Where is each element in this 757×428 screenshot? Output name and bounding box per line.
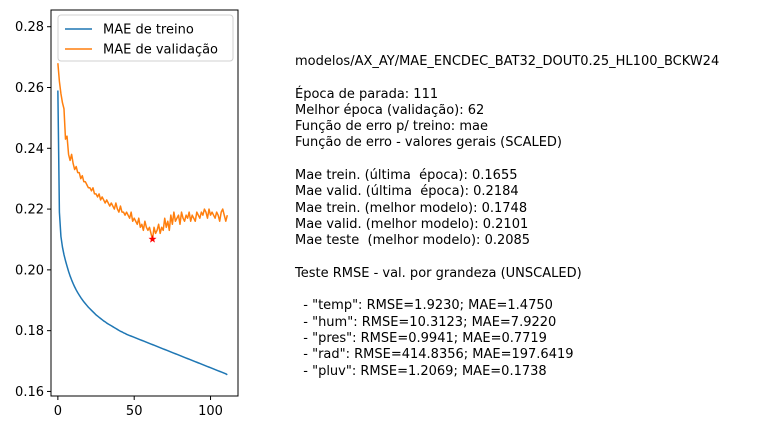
plot-lines [57, 63, 229, 376]
info-line: - "hum": RMSE=10.3123; MAE=7.9220 [295, 314, 557, 330]
x-tick-label: 50 [126, 404, 143, 419]
info-line [295, 282, 719, 298]
marker-layer [148, 234, 157, 243]
legend-box [57, 14, 234, 62]
series-line-0 [57, 90, 228, 376]
info-line: Função de erro - valores gerais (SCALED) [295, 135, 563, 151]
y-axis: 0.16 0.18 0.20 0.22 0.24 0.26 0.28 [15, 20, 51, 400]
x-tick-label: 100 [198, 404, 223, 419]
legend-label: MAE de treino [103, 23, 194, 38]
info-line: - "pres": RMSE=0.9941; MAE=0.7719 [295, 331, 547, 347]
y-tick-label: 0.28 [15, 20, 44, 35]
y-tick-label: 0.26 [15, 81, 44, 96]
info-line [295, 152, 719, 168]
info-line: - "rad": RMSE=414.8356; MAE=197.6419 [295, 347, 574, 363]
info-line: modelos/AX_AY/MAE_ENCDEC_BAT32_DOUT0.25_… [295, 54, 720, 69]
info-line: Teste RMSE - val. por grandeza (UNSCALED… [295, 265, 582, 281]
x-tick-label: 0 [54, 404, 62, 419]
series-line-1 [57, 63, 229, 241]
y-tick-label: 0.16 [15, 385, 44, 400]
legend-label: MAE de validação [103, 43, 218, 58]
info-line: Mae trein. (última época): 0.1655 [295, 168, 518, 184]
info-line: Mae trein. (melhor modelo): 0.1748 [295, 200, 528, 216]
info-panel: modelos/AX_AY/MAE_ENCDEC_BAT32_DOUT0.25_… [295, 54, 719, 380]
y-tick-label: 0.24 [15, 142, 44, 157]
info-line: Mae valid. (última época): 0.2184 [295, 184, 519, 200]
info-line: Época de parada: 111 [295, 86, 439, 102]
info-line: Melhor época (validação): 62 [295, 102, 485, 118]
plot-frame [50, 9, 239, 397]
x-axis: 0 50 100 [54, 396, 223, 419]
legend: MAE de treino MAE de validação [57, 14, 234, 62]
y-tick-label: 0.20 [15, 263, 44, 278]
y-tick-label: 0.22 [15, 203, 44, 218]
info-line: Função de erro p/ treino: mae [295, 119, 488, 135]
info-line [295, 70, 719, 86]
best-epoch-marker [148, 234, 157, 243]
info-line: Mae teste (melhor modelo): 0.2085 [295, 233, 531, 249]
y-tick-label: 0.18 [15, 324, 44, 339]
info-line [295, 250, 719, 266]
info-line: - "pluv": RMSE=1.2069; MAE=0.1738 [295, 363, 547, 379]
info-line: Mae valid. (melhor modelo): 0.2101 [295, 216, 529, 232]
info-line: - "temp": RMSE=1.9230; MAE=1.4750 [295, 298, 553, 314]
